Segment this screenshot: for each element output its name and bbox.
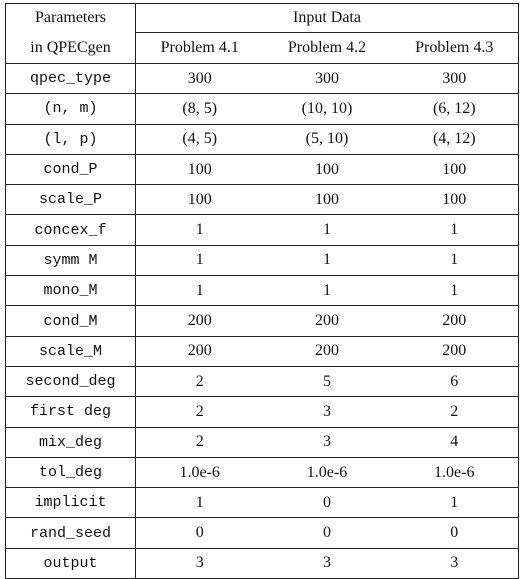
- value-cell: 200: [390, 305, 519, 337]
- parameter-name: output: [5, 548, 136, 579]
- value-cell: 2: [390, 396, 519, 428]
- value-cell: 1: [263, 214, 391, 246]
- header-cell: in QPECgen: [5, 32, 136, 64]
- parameter-name: (l, p): [5, 124, 136, 155]
- value-cell: 200: [135, 336, 264, 367]
- table-row: implicit 1 0 1: [5, 487, 519, 519]
- parameter-name: scale_M: [5, 336, 136, 367]
- table-row: (l, p) (4, 5) (5, 10) (4, 12): [5, 124, 519, 155]
- value-cell: 100: [135, 184, 264, 216]
- value-cell: 1: [390, 245, 519, 277]
- value-cell: 0: [263, 517, 391, 549]
- parameter-name: mono_M: [5, 275, 136, 307]
- parameter-name: implicit: [5, 487, 136, 519]
- header-row: in QPECgen Problem 4.1 Problem 4.2 Probl…: [5, 32, 519, 64]
- value-cell: 1: [135, 275, 264, 307]
- value-cell: 3: [263, 427, 391, 458]
- value-cell: 0: [390, 517, 519, 549]
- parameter-name: cond_P: [5, 154, 136, 186]
- table-row: scale_P 100 100 100: [5, 184, 519, 216]
- value-cell: 4: [390, 427, 519, 458]
- parameter-name: symm M: [5, 245, 136, 277]
- parameter-name: tol_deg: [5, 457, 136, 489]
- table-row: second_deg 2 5 6: [5, 366, 519, 398]
- table-row: (n, m) (8, 5) (10, 10) (6, 12): [5, 93, 519, 125]
- table-row: output 3 3 3: [5, 548, 519, 579]
- value-cell: 2: [135, 427, 264, 458]
- parameter-table: Parameters Input Data in QPECgen Problem…: [5, 3, 519, 579]
- header-cell: Problem 4.3: [390, 32, 519, 64]
- value-cell: (4, 12): [390, 124, 519, 155]
- value-cell: 1.0e-6: [390, 457, 519, 489]
- value-cell: 100: [390, 184, 519, 216]
- header-cell: Problem 4.1: [135, 32, 264, 64]
- parameter-name: second_deg: [5, 366, 136, 398]
- header-cell: Parameters: [5, 3, 136, 33]
- table-row: tol_deg 1.0e-6 1.0e-6 1.0e-6: [5, 457, 519, 489]
- parameter-name: cond_M: [5, 305, 136, 337]
- value-cell: 2: [135, 396, 264, 428]
- table-row: cond_M 200 200 200: [5, 305, 519, 337]
- value-cell: 1.0e-6: [263, 457, 391, 489]
- parameter-name: mix_deg: [5, 427, 136, 458]
- table-row: rand_seed 0 0 0: [5, 517, 519, 549]
- value-cell: 200: [390, 336, 519, 367]
- header-cell: Input Data: [135, 3, 519, 33]
- value-cell: (8, 5): [135, 93, 264, 125]
- value-cell: 1: [135, 245, 264, 277]
- value-cell: 5: [263, 366, 391, 398]
- value-cell: 3: [263, 396, 391, 428]
- table-row: qpec_type 300 300 300: [5, 63, 519, 95]
- value-cell: 3: [390, 548, 519, 579]
- value-cell: 3: [135, 548, 264, 579]
- value-cell: (4, 5): [135, 124, 264, 155]
- value-cell: 6: [390, 366, 519, 398]
- value-cell: 300: [135, 63, 264, 95]
- value-cell: 1.0e-6: [135, 457, 264, 489]
- value-cell: 200: [135, 305, 264, 337]
- value-cell: 3: [263, 548, 391, 579]
- value-cell: 1: [263, 275, 391, 307]
- table-row: cond_P 100 100 100: [5, 154, 519, 186]
- value-cell: 1: [135, 214, 264, 246]
- value-cell: 100: [263, 184, 391, 216]
- parameter-name: (n, m): [5, 93, 136, 125]
- table-row: first deg 2 3 2: [5, 396, 519, 428]
- value-cell: 1: [135, 487, 264, 519]
- parameter-name: first deg: [5, 396, 136, 428]
- value-cell: 0: [263, 487, 391, 519]
- parameter-name: scale_P: [5, 184, 136, 216]
- value-cell: (5, 10): [263, 124, 391, 155]
- value-cell: 1: [390, 275, 519, 307]
- value-cell: 100: [263, 154, 391, 186]
- value-cell: 200: [263, 336, 391, 367]
- value-cell: 1: [390, 487, 519, 519]
- value-cell: 1: [263, 245, 391, 277]
- value-cell: 300: [263, 63, 391, 95]
- value-cell: 2: [135, 366, 264, 398]
- value-cell: 300: [390, 63, 519, 95]
- table-row: concex_f 1 1 1: [5, 214, 519, 246]
- value-cell: 100: [390, 154, 519, 186]
- parameter-name: rand_seed: [5, 517, 136, 549]
- header-row: Parameters Input Data: [5, 3, 519, 33]
- value-cell: 0: [135, 517, 264, 549]
- value-cell: 200: [263, 305, 391, 337]
- table-row: mix_deg 2 3 4: [5, 427, 519, 458]
- value-cell: 100: [135, 154, 264, 186]
- value-cell: (6, 12): [390, 93, 519, 125]
- value-cell: 1: [390, 214, 519, 246]
- header-cell: Problem 4.2: [263, 32, 391, 64]
- table-row: mono_M 1 1 1: [5, 275, 519, 307]
- parameter-name: qpec_type: [5, 63, 136, 95]
- value-cell: (10, 10): [263, 93, 391, 125]
- parameter-name: concex_f: [5, 214, 136, 246]
- table-row: scale_M 200 200 200: [5, 336, 519, 367]
